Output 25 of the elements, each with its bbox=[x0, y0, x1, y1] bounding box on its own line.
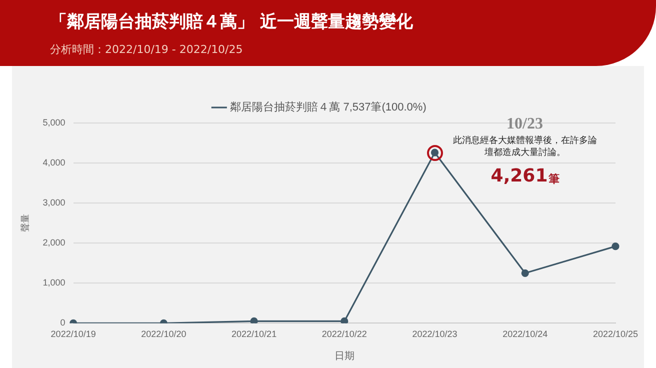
point bbox=[612, 242, 620, 250]
y-tick-label: 1,000 bbox=[42, 278, 66, 288]
chart-title: 「鄰居陽台抽菸判賠４萬」 近一週聲量趨勢變化 bbox=[50, 11, 413, 33]
x-tick-label: 2022/10/19 bbox=[50, 329, 96, 340]
y-tick-label: 0 bbox=[60, 318, 66, 328]
annotation: 4,261筆 bbox=[490, 165, 560, 186]
annotation: 10/23 bbox=[506, 116, 543, 133]
annotation: 此消息經各大媒體報導後，在許多論壇都造成大量討論。 bbox=[452, 134, 597, 158]
point bbox=[521, 269, 529, 277]
x-tick-label: 2022/10/25 bbox=[592, 329, 638, 340]
x-axis-title: 日期 bbox=[334, 350, 354, 362]
x-tick-label: 2022/10/21 bbox=[232, 329, 277, 340]
y-tick-label: 2,000 bbox=[42, 238, 66, 248]
y-tick-label: 3,000 bbox=[42, 198, 66, 208]
point bbox=[340, 317, 348, 324]
legend-label: 鄰居陽台抽菸判賠４萬 7,537筆(100.0%) bbox=[230, 100, 426, 114]
x-tick-label: 2022/10/24 bbox=[502, 329, 548, 340]
chart-subtitle: 分析時間：2022/10/19 - 2022/10/25 bbox=[50, 42, 243, 57]
y-tick-label: 4,000 bbox=[42, 158, 66, 168]
y-axis-title: 聲量 bbox=[20, 214, 30, 232]
x-tick-label: 2022/10/20 bbox=[141, 329, 186, 340]
point bbox=[250, 317, 258, 324]
x-tick-label: 2022/10/22 bbox=[322, 329, 367, 340]
x-tick-label: 2022/10/23 bbox=[412, 329, 458, 340]
y-tick-label: 5,000 bbox=[42, 117, 66, 128]
